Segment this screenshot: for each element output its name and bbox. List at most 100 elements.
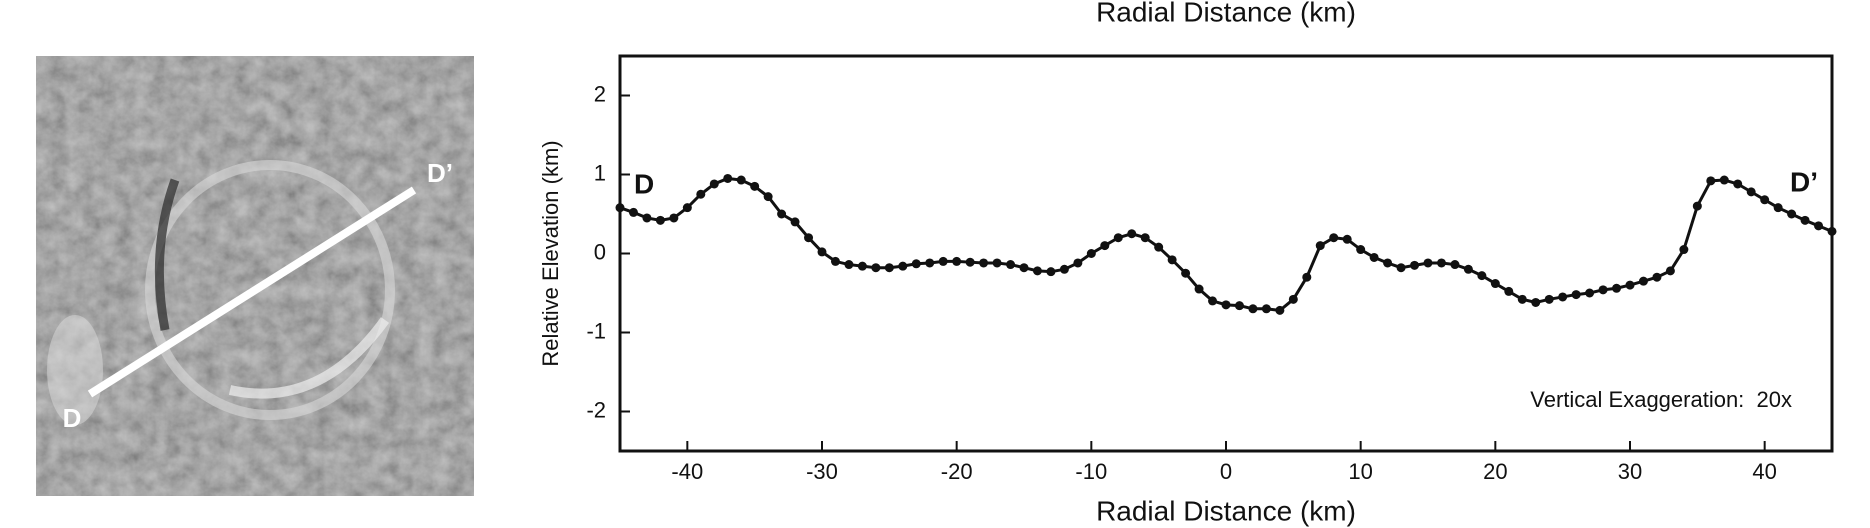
- profile-point: [1652, 272, 1662, 282]
- profile-point: [1423, 258, 1433, 268]
- profile-point: [1100, 241, 1110, 251]
- profile-point: [1181, 268, 1191, 278]
- profile-point: [709, 179, 719, 189]
- profile-point: [1167, 255, 1177, 265]
- profile-point: [844, 260, 854, 270]
- profile-point: [871, 263, 881, 273]
- profile-point: [1450, 260, 1460, 270]
- profile-point: [1800, 215, 1810, 225]
- profile-point: [642, 213, 652, 223]
- profile-point: [1814, 221, 1824, 231]
- profile-point: [965, 257, 975, 267]
- profile-point: [1410, 260, 1420, 270]
- profile-point: [1733, 179, 1743, 189]
- profile-point: [1692, 201, 1702, 211]
- profile-point: [1073, 258, 1083, 268]
- profile-point: [1585, 288, 1595, 298]
- profile-point: [777, 209, 787, 219]
- profile-point: [669, 213, 679, 223]
- profile-point: [1490, 279, 1500, 289]
- profile-point: [763, 192, 773, 202]
- y-tick-label: 2: [594, 81, 606, 106]
- profile-line: [619, 176, 1833, 312]
- y-axis-label: Relative Elevation (km): [538, 140, 563, 366]
- profile-point: [1665, 266, 1675, 276]
- profile-point: [1436, 258, 1446, 268]
- x-tick-label: 10: [1348, 459, 1372, 484]
- profile-point: [1140, 233, 1150, 243]
- profile-point: [1638, 276, 1648, 286]
- profile-point: [1746, 187, 1756, 197]
- profile-point: [1787, 209, 1797, 219]
- profile-point: [1019, 263, 1029, 273]
- top-axis-label: Radial Distance (km): [1096, 0, 1356, 27]
- x-tick-label: -30: [806, 459, 838, 484]
- profile-point: [1719, 175, 1729, 185]
- profile-point: [1329, 233, 1339, 243]
- profile-point: [655, 215, 665, 225]
- profile-point: [1558, 292, 1568, 302]
- y-tick-label: -1: [586, 318, 606, 343]
- profile-point: [1127, 229, 1137, 239]
- profile-point: [952, 256, 962, 266]
- x-tick-label: -40: [671, 459, 703, 484]
- profile-point: [925, 258, 935, 268]
- profile-point: [723, 173, 733, 183]
- x-tick-label: 30: [1618, 459, 1642, 484]
- crater-image: D D’: [36, 56, 474, 496]
- profile-point: [1517, 294, 1527, 304]
- profile-point: [682, 203, 692, 213]
- profile-point: [1208, 296, 1218, 306]
- profile-point: [1531, 297, 1541, 307]
- profile-point: [1154, 242, 1164, 252]
- profile-point: [992, 258, 1002, 268]
- profile-point: [830, 256, 840, 266]
- profile-point: [1477, 271, 1487, 281]
- profile-end-label: D’: [427, 158, 453, 188]
- profile-point: [1248, 304, 1258, 314]
- profile-point: [1046, 267, 1056, 277]
- profile-point: [1302, 272, 1312, 282]
- profile-start-label: D: [63, 403, 82, 433]
- profile-point: [1261, 304, 1271, 314]
- profile-point: [898, 261, 908, 271]
- profile-point: [750, 181, 760, 191]
- profile-point: [1625, 280, 1635, 290]
- profile-point: [979, 258, 989, 268]
- profile-point: [938, 256, 948, 266]
- profile-point: [628, 207, 638, 217]
- profile-point: [857, 261, 867, 271]
- x-tick-label: 0: [1220, 459, 1232, 484]
- profile-point: [1356, 245, 1366, 255]
- profile-point: [1679, 245, 1689, 255]
- y-tick-label: -2: [586, 397, 606, 422]
- profile-point: [1571, 290, 1581, 300]
- profile-point: [1032, 266, 1042, 276]
- profile-point: [1315, 241, 1325, 251]
- annotation: Vertical Exaggeration: 20x: [1530, 387, 1792, 412]
- profile-point: [1544, 294, 1554, 304]
- profile-point: [1760, 195, 1770, 205]
- profile-point: [1612, 283, 1622, 293]
- profile-point: [615, 203, 625, 213]
- profile-point: [1598, 285, 1608, 295]
- profile-point: [1342, 234, 1352, 244]
- annotation: D’: [1790, 166, 1818, 197]
- profile-point: [1234, 301, 1244, 311]
- x-tick-label: -10: [1075, 459, 1107, 484]
- profile-point: [1827, 226, 1837, 236]
- y-tick-label: 0: [594, 239, 606, 264]
- profile-point: [911, 259, 921, 269]
- profile-point: [817, 247, 827, 257]
- profile-point: [1006, 260, 1016, 270]
- profile-point: [1396, 263, 1406, 273]
- profile-point: [1369, 252, 1379, 262]
- profile-point: [1113, 233, 1123, 243]
- profile-point: [1221, 300, 1231, 310]
- profile-point: [696, 189, 706, 199]
- profile-point: [790, 217, 800, 227]
- y-tick-label: 1: [594, 160, 606, 185]
- profile-point: [1275, 305, 1285, 315]
- profile-point: [1194, 284, 1204, 294]
